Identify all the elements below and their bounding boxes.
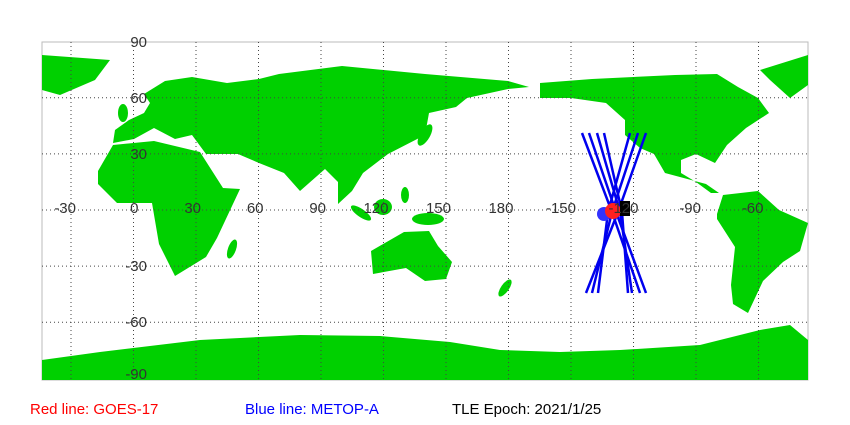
philippines [401,187,409,203]
subpoint-marker [620,201,630,216]
madagascar [226,239,238,259]
new-zealand [498,279,512,297]
legend-epoch: TLE Epoch: 2021/1/25 [452,401,601,418]
lon-label: 90 [309,200,326,217]
lon-label: 180 [488,200,513,217]
britain [118,104,128,122]
lat-label: 30 [130,146,147,163]
greenland-east [760,55,808,98]
new-guinea [412,213,444,225]
goes-position [605,203,621,219]
lon-label: -30 [54,200,76,217]
lon-label: 150 [426,200,451,217]
lat-label: -60 [125,314,147,331]
land [42,55,808,380]
lon-label: -90 [679,200,701,217]
lat-label: -90 [125,366,147,383]
tick-labels: -30 0 30 60 90 120 150 180 -150 -120 -90 -60 90 60 30 -… [54,34,763,383]
japan [417,124,433,146]
north-america [540,74,769,193]
lon-label: 120 [363,200,388,217]
grid [42,42,808,380]
lon-label: 60 [247,200,264,217]
south-america [717,191,808,313]
antarctica [42,325,808,380]
lon-label: 30 [184,200,201,217]
legend-red: Red line: GOES-17 [30,401,158,418]
lon-label: -120 [608,200,638,217]
sumatra [350,205,372,221]
lat-label: -30 [125,258,147,275]
lon-label: -150 [546,200,576,217]
legend-blue: Blue line: METOP-A [245,401,379,418]
lat-label: 60 [130,90,147,107]
lon-label: -60 [742,200,764,217]
lat-label: 90 [130,34,147,51]
world-map: -30 0 30 60 90 120 150 180 -150 -120 -90 -60 90 60 30 -… [41,34,809,383]
australia [371,231,452,281]
lon-label: 0 [130,200,138,217]
satellite-tracks [580,132,648,294]
greenland-west [42,55,110,95]
